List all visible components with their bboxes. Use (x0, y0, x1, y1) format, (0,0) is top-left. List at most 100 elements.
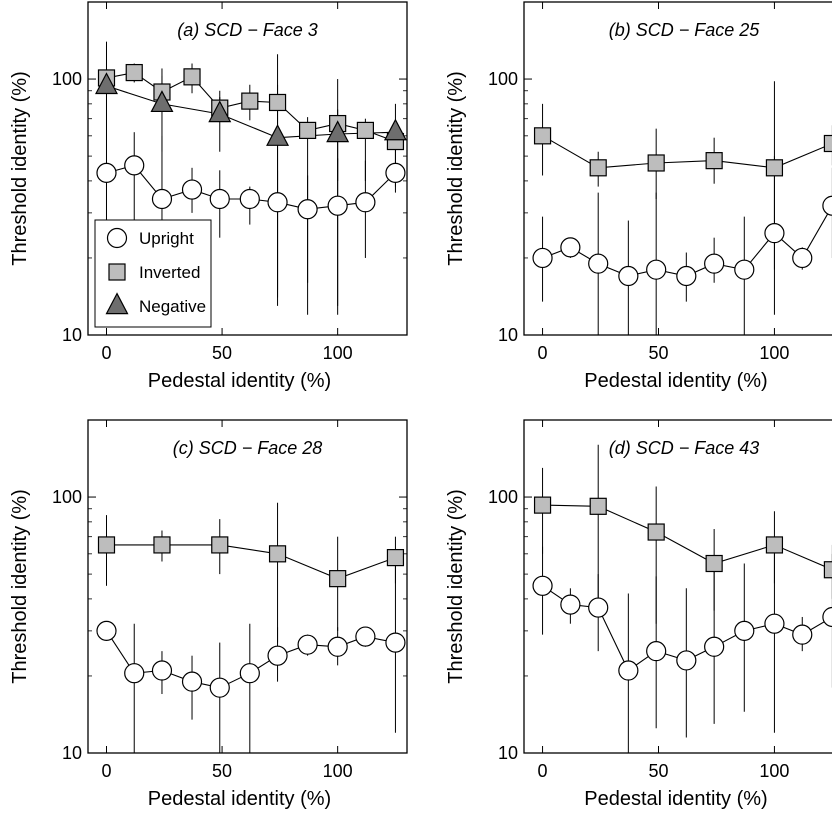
x-tick-label: 100 (323, 343, 353, 363)
panel-title: (d) SCD − Face 43 (609, 438, 760, 458)
axes-frame (87, 419, 408, 754)
data-point-inverted (329, 570, 347, 588)
data-point-upright (676, 265, 697, 287)
data-point-inverted (268, 93, 287, 112)
panel-3: 0 50 100 10 100 Pedestal identity (%) Threshol… (9, 419, 408, 810)
data-point-upright (96, 620, 117, 641)
plot-area (96, 502, 406, 753)
x-tick-label: 100 (759, 761, 789, 781)
data-point-upright (181, 179, 203, 200)
markers-negative (95, 72, 407, 146)
data-point-inverted (211, 536, 229, 554)
x-tick-label: 50 (212, 761, 232, 781)
data-point-upright (267, 645, 288, 666)
legend-marker-inverted (108, 263, 126, 281)
data-point-inverted (823, 561, 832, 579)
y-axis-label: Threshold identity (%) (9, 71, 31, 266)
series-inverted (105, 502, 396, 643)
data-point-upright (124, 155, 145, 176)
y-axis-label: Threshold identity (%) (445, 489, 467, 684)
data-point-upright (327, 195, 348, 216)
data-point-inverted (765, 159, 784, 177)
data-point-inverted (589, 497, 607, 515)
data-point-upright (764, 613, 785, 634)
y-tick-label: 100 (52, 487, 82, 507)
plot-area (95, 41, 407, 315)
x-tick-label: 50 (648, 343, 668, 363)
x-tick-label: 100 (323, 761, 353, 781)
x-axis-label: Pedestal identity (%) (148, 370, 331, 392)
data-point-inverted (125, 63, 143, 82)
data-point-upright (124, 663, 145, 684)
series-line (542, 135, 832, 169)
y-tick-label: 100 (52, 69, 82, 89)
panel-4: 0 50 100 10 100 Pedestal identity (%) Threshol… (445, 419, 832, 810)
data-point-negative (266, 124, 290, 146)
x-tick-label: 100 (759, 343, 789, 363)
legend-label-negative: Negative (139, 297, 206, 316)
data-point-upright (822, 195, 832, 216)
panel-title: (a) SCD − Face 3 (177, 20, 318, 40)
data-point-upright (734, 620, 755, 641)
x-tick-label: 50 (212, 343, 232, 363)
panel-title: (c) SCD − Face 28 (173, 438, 323, 458)
data-point-upright (297, 634, 318, 655)
data-point-upright (327, 636, 348, 657)
data-point-inverted (241, 92, 259, 110)
data-point-inverted (97, 536, 116, 554)
data-point-upright (385, 162, 406, 183)
data-point-inverted (647, 523, 665, 541)
x-tick-label: 50 (648, 761, 668, 781)
data-point-inverted (268, 545, 287, 563)
data-point-negative (383, 118, 407, 141)
x-tick-label: 0 (101, 343, 111, 363)
data-point-upright (239, 188, 260, 210)
markers-upright (532, 575, 832, 681)
data-point-negative (326, 120, 350, 143)
panel-2: 0 50 100 10 100 Pedestal identity (%) Threshol… (445, 1, 832, 392)
markers-upright (532, 195, 832, 287)
data-point-upright (385, 632, 406, 653)
legend-marker-negative (105, 292, 129, 315)
data-point-upright (532, 247, 553, 269)
y-axis-label: Threshold identity (%) (445, 71, 467, 266)
y-tick-label: 10 (498, 743, 518, 763)
panel-title: (b) SCD − Face 25 (609, 20, 761, 40)
data-point-upright (209, 188, 230, 210)
y-tick-label: 100 (488, 69, 518, 89)
x-axis-label: Pedestal identity (%) (148, 788, 331, 810)
data-point-upright (676, 650, 697, 671)
axes-frame (87, 1, 408, 336)
data-point-inverted (183, 68, 201, 86)
data-point-upright (355, 626, 376, 647)
data-point-inverted (533, 127, 552, 145)
x-tick-label: 0 (538, 343, 548, 363)
x-tick-label: 0 (538, 761, 548, 781)
y-tick-label: 10 (62, 743, 82, 763)
data-point-upright (646, 259, 667, 280)
data-point-negative (95, 72, 118, 95)
data-point-upright (588, 253, 609, 274)
markers-upright (96, 155, 406, 220)
legend-marker-upright (106, 227, 128, 249)
series-line (106, 85, 396, 139)
axes-frame (523, 1, 832, 336)
data-point-upright (297, 199, 318, 220)
panel-1: 0 50 100 10 100 Pedestal identity (%) Threshol… (9, 1, 408, 392)
x-axis-label: Pedestal identity (%) (584, 370, 767, 392)
legend: Upright Inverted Negative (94, 219, 212, 328)
plot-area (532, 81, 832, 335)
data-point-upright (267, 192, 288, 213)
data-point-inverted (765, 536, 784, 554)
series-line (106, 544, 396, 580)
data-point-upright (704, 636, 725, 657)
y-tick-label: 100 (488, 487, 518, 507)
data-point-upright (588, 597, 609, 618)
y-tick-label: 10 (498, 325, 518, 345)
y-axis-label: Threshold identity (%) (9, 489, 31, 684)
data-point-inverted (823, 134, 832, 153)
series-upright (105, 553, 396, 753)
data-point-inverted (647, 154, 665, 172)
